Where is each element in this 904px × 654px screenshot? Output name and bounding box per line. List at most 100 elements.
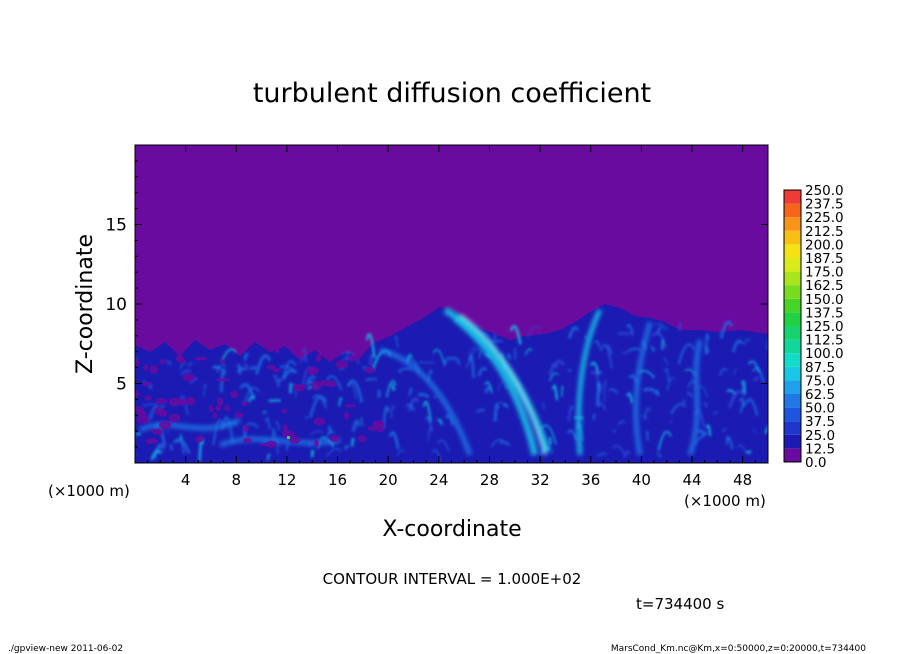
time-stamp: t=734400 s — [636, 595, 724, 613]
chart-title: turbulent diffusion coefficient — [253, 78, 651, 109]
stable-pocket — [329, 435, 340, 442]
colorbar-swatch — [784, 407, 801, 422]
turbulent-plume — [219, 436, 341, 448]
x-tick-label: 8 — [232, 471, 242, 489]
turbulence-swirl — [651, 331, 668, 349]
stable-pocket — [149, 365, 159, 374]
stable-pocket — [243, 424, 249, 433]
stable-pocket — [378, 422, 384, 426]
turbulence-swirl — [603, 379, 607, 402]
turbulent-plume-core — [459, 313, 547, 456]
y-tick-label: 15 — [105, 216, 127, 236]
turbulence-swirl — [165, 360, 173, 366]
turbulence-swirl — [161, 434, 165, 449]
turbulence-swirl — [551, 363, 559, 369]
stable-pocket — [135, 359, 140, 367]
turbulence-swirl — [135, 356, 139, 361]
turbulence-swirl — [222, 416, 234, 444]
turbulence-swirl — [316, 436, 328, 449]
stable-pocket — [292, 384, 306, 392]
colorbar-level-label: 112.5 — [805, 333, 844, 349]
turbulence-swirl — [216, 363, 227, 373]
turbulence-swirl — [341, 351, 360, 365]
stable-pocket — [344, 404, 357, 408]
colorbar-swatch — [784, 448, 801, 462]
colorbar-level-label: 187.5 — [805, 251, 844, 267]
turbulence-swirl — [343, 444, 350, 450]
colorbar-swatch — [784, 258, 801, 272]
colorbar-swatch — [784, 203, 801, 218]
turbulence-swirl — [212, 366, 222, 370]
turbulence-swirl — [743, 338, 751, 346]
turbulence-swirl — [697, 385, 708, 397]
turbulence-swirl — [657, 430, 672, 451]
turbulence-swirl — [365, 333, 376, 358]
turbulence-swirl — [255, 354, 272, 375]
turbulence-swirl — [432, 348, 445, 364]
stable-pocket — [194, 356, 208, 361]
colorbar-level-label: 225.0 — [805, 210, 844, 226]
stable-pocket — [154, 406, 163, 415]
turbulent-plume — [633, 321, 653, 456]
turbulence-swirl — [678, 322, 682, 331]
colorbar-level-label: 0.0 — [805, 455, 826, 471]
turbulence-swirl — [360, 417, 363, 427]
turbulence-swirl — [249, 366, 257, 371]
turbulence-swirl — [561, 385, 564, 397]
turbulence-swirl — [548, 436, 552, 445]
turbulence-swirl — [666, 384, 670, 391]
turbulence-swirl — [611, 445, 626, 455]
turbulence-swirl — [310, 449, 315, 458]
turbulence-swirl — [639, 414, 649, 420]
turbulence-swirl — [304, 416, 309, 420]
turbulence-swirl — [598, 402, 607, 411]
turbulence-swirl — [417, 392, 430, 399]
turbulence-swirl — [721, 428, 728, 432]
turbulence-swirl — [221, 348, 237, 362]
x-unit-label-right: (×1000 m) — [684, 492, 766, 510]
stable-pocket — [208, 405, 214, 413]
turbulent-plume — [687, 339, 703, 456]
turbulence-swirl — [705, 424, 712, 436]
stable-pocket — [175, 354, 184, 362]
turbulence-swirl — [744, 398, 759, 416]
turbulence-swirl — [704, 333, 710, 355]
stable-pocket — [372, 420, 385, 429]
turbulence-swirl — [264, 417, 271, 430]
stable-pocket — [306, 366, 319, 375]
turbulence-swirl — [477, 366, 488, 377]
turbulence-swirl — [351, 419, 360, 432]
turbulence-swirl — [385, 380, 397, 398]
turbulence-swirl — [499, 440, 511, 447]
turbulence-swirl — [346, 351, 350, 359]
colorbar-level-label: 150.0 — [805, 292, 844, 308]
turbulence-swirl — [703, 402, 708, 408]
turbulence-swirl — [669, 420, 673, 424]
colorbar-swatch — [784, 366, 801, 381]
turbulence-swirl — [394, 335, 399, 348]
stable-pocket — [314, 439, 319, 448]
turbulence-swirl — [432, 449, 442, 462]
x-axis: 4 8 12 16 20 24 28 32 36 40 44 48 — [147, 145, 756, 489]
turbulence-swirl — [670, 402, 687, 415]
turbulent-plume — [576, 308, 603, 456]
turbulence-swirl — [305, 375, 317, 386]
x-tick-label: 44 — [682, 471, 701, 489]
turbulence-swirl — [751, 428, 757, 435]
colorbar-level-label: 200.0 — [805, 237, 844, 253]
stable-pocket — [335, 360, 349, 369]
turbulence-swirl — [302, 347, 307, 363]
turbulence-swirl — [726, 389, 737, 395]
turbulence-swirl — [625, 323, 634, 336]
stable-pocket — [186, 396, 196, 406]
turbulence-swirl — [427, 426, 434, 441]
turbulence-swirl — [495, 402, 510, 409]
stable-pocket — [367, 425, 378, 431]
stable-pocket — [143, 364, 148, 371]
x-unit-label-left: (×1000 m) — [48, 482, 130, 500]
turbulence-swirl — [408, 397, 420, 412]
turbulence-swirl — [764, 424, 768, 434]
turbulence-swirl — [436, 418, 444, 426]
turbulence-swirl — [326, 448, 342, 457]
turbulence-swirl — [365, 378, 377, 381]
